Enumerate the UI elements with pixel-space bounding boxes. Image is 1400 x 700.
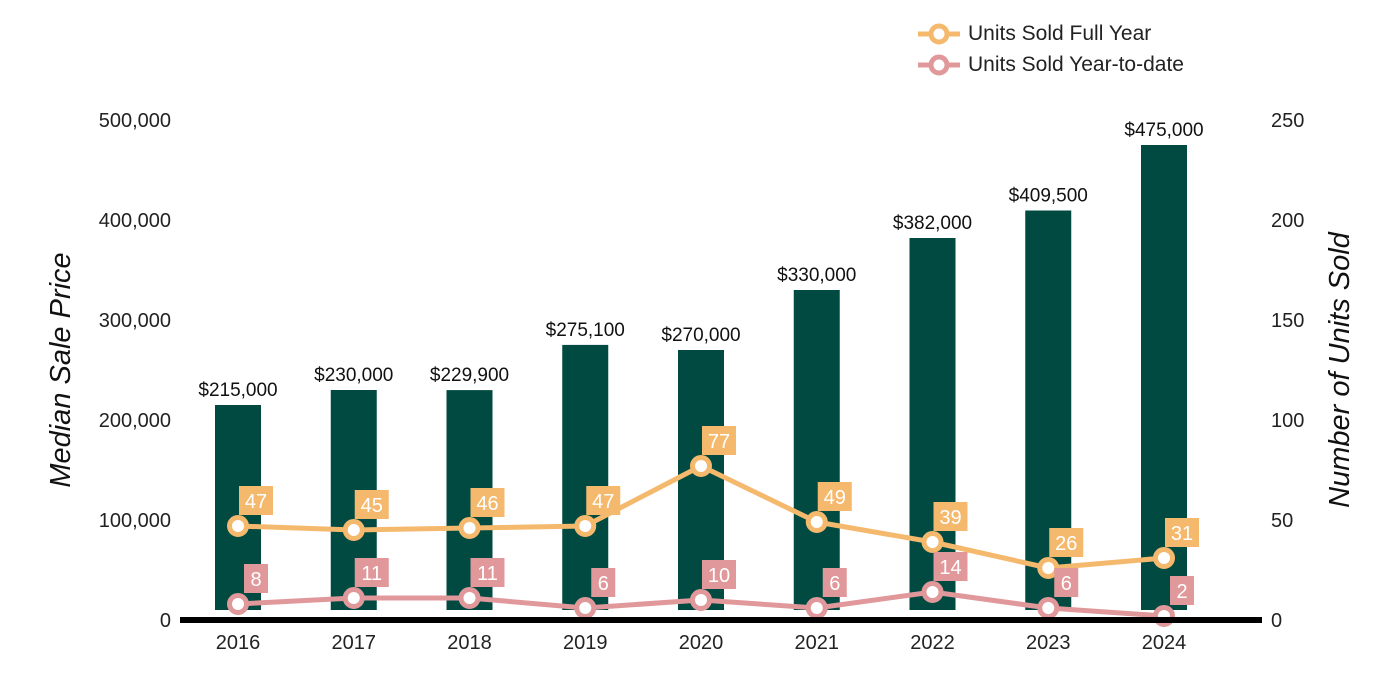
x-tick-2023: 2023 xyxy=(1026,632,1071,654)
x-tick-2017: 2017 xyxy=(332,632,377,654)
point-year-to-date-2020 xyxy=(690,589,712,611)
point-full-year-2019 xyxy=(574,515,597,537)
point-label-box-full-year-2020 xyxy=(702,426,736,455)
point-label-box-year-to-date-2024 xyxy=(1170,576,1194,605)
legend-item-year-to-date: Units Sold Year-to-date xyxy=(918,49,1184,80)
y-tick-4: 400,000 xyxy=(99,210,171,232)
point-year-to-date-2022 xyxy=(921,581,944,603)
ticks: 2016 2017 2018 2019 2020 2021 2022 2023 20240100… xyxy=(99,110,1305,654)
point-label-box-full-year-2024 xyxy=(1165,518,1199,547)
point-label-box-year-to-date-2020 xyxy=(702,560,736,589)
point-label-year-to-date-2017: 11 xyxy=(361,563,382,585)
point-full-year-2016 xyxy=(227,515,249,537)
point-full-year-2022 xyxy=(921,531,944,553)
point-label-box-full-year-2017 xyxy=(354,490,389,519)
x-tick-2016: 2016 xyxy=(216,632,261,654)
y2-tick-4: 200 xyxy=(1271,210,1304,232)
bar-label-2019: $275,100 xyxy=(546,320,625,341)
point-label-box-year-to-date-2016 xyxy=(244,564,268,593)
point-full-year-2023 xyxy=(1037,557,1060,579)
point-full-year-2018 xyxy=(458,517,481,539)
bar-label-2017: $230,000 xyxy=(314,365,393,386)
point-label-full-year-2024: 31 xyxy=(1171,523,1193,545)
y-tick-5: 500,000 xyxy=(99,110,171,132)
point-label-year-to-date-2021: 6 xyxy=(829,573,840,595)
point-year-to-date-2016 xyxy=(227,593,249,615)
y-tick-1: 100,000 xyxy=(99,510,171,532)
point-label-box-year-to-date-2023 xyxy=(1054,568,1079,597)
y2-tick-5: 250 xyxy=(1271,110,1304,132)
bar-label-2022: $382,000 xyxy=(893,213,972,234)
point-year-to-date-2018 xyxy=(458,587,481,609)
x-tick-2018: 2018 xyxy=(447,632,492,654)
legend-item-full-year: Units Sold Full Year xyxy=(918,18,1184,49)
point-full-year-2021 xyxy=(805,511,828,533)
point-label-year-to-date-2024: 2 xyxy=(1176,581,1187,603)
point-year-to-date-2019 xyxy=(574,597,597,619)
point-label-box-year-to-date-2021 xyxy=(822,568,847,597)
bar-2021 xyxy=(793,290,840,610)
point-label-full-year-2022: 39 xyxy=(939,507,961,529)
y2-axis-title: Number of Units Sold xyxy=(1324,231,1356,507)
point-year-to-date-2021 xyxy=(805,597,828,619)
point-full-year-2017 xyxy=(342,519,365,541)
point-year-to-date-2023 xyxy=(1037,597,1060,619)
point-label-full-year-2023: 26 xyxy=(1055,533,1077,555)
point-label-box-year-to-date-2022 xyxy=(933,552,968,581)
bar-label-2024: $475,000 xyxy=(1124,120,1203,141)
y2-tick-3: 150 xyxy=(1271,310,1304,332)
bar-2019 xyxy=(562,344,609,610)
point-label-box-full-year-2019 xyxy=(586,486,621,515)
y-tick-0: 0 xyxy=(160,610,171,632)
legend-label-full-year: Units Sold Full Year xyxy=(968,21,1152,45)
point-label-box-full-year-2016 xyxy=(239,486,273,515)
point-label-year-to-date-2018: 11 xyxy=(477,563,498,585)
point-label-box-year-to-date-2018 xyxy=(470,558,505,587)
point-label-year-to-date-2023: 6 xyxy=(1061,573,1072,595)
point-label-box-full-year-2023 xyxy=(1049,528,1084,557)
point-full-year-2020 xyxy=(690,455,712,477)
point-label-year-to-date-2022: 14 xyxy=(939,557,961,579)
legend-label-year-to-date: Units Sold Year-to-date xyxy=(968,52,1184,76)
x-tick-2019: 2019 xyxy=(563,632,608,654)
point-label-box-year-to-date-2017 xyxy=(354,558,389,587)
x-tick-2022: 2022 xyxy=(910,632,955,654)
y2-tick-1: 50 xyxy=(1271,510,1293,532)
point-label-full-year-2021: 49 xyxy=(824,487,846,509)
y2-tick-2: 100 xyxy=(1271,410,1304,432)
x-tick-2024: 2024 xyxy=(1142,632,1187,654)
point-year-to-date-2017 xyxy=(342,587,365,609)
bar-label-2020: $270,000 xyxy=(661,325,740,346)
point-label-year-to-date-2020: 10 xyxy=(708,565,730,587)
y-tick-3: 300,000 xyxy=(99,310,171,332)
x-tick-2020: 2020 xyxy=(679,632,724,654)
bar-label-2023: $409,500 xyxy=(1009,186,1088,207)
point-full-year-2024 xyxy=(1153,547,1175,569)
point-label-full-year-2018: 46 xyxy=(476,493,498,515)
legend-marker-full-year xyxy=(918,23,960,44)
point-label-year-to-date-2016: 8 xyxy=(250,569,261,591)
y-axis-title: Median Sale Price xyxy=(45,252,77,487)
legend: Units Sold Full Year Units Sold Year-to-… xyxy=(918,18,1184,80)
bar-label-2016: $215,000 xyxy=(198,380,277,401)
y-tick-2: 200,000 xyxy=(99,410,171,432)
point-label-box-full-year-2022 xyxy=(933,502,968,531)
bar-label-2021: $330,000 xyxy=(777,265,856,286)
point-label-box-full-year-2018 xyxy=(470,488,505,517)
point-label-full-year-2017: 45 xyxy=(361,495,383,517)
points: 47 45 46 47 77 49 39 26 31 8 11 11 6 10 6 14 6 2 xyxy=(227,426,1199,627)
point-label-full-year-2020: 77 xyxy=(708,431,730,453)
point-label-box-full-year-2021 xyxy=(817,482,852,511)
point-label-box-year-to-date-2019 xyxy=(591,568,616,597)
bar-label-2018: $229,900 xyxy=(430,365,509,386)
point-label-full-year-2019: 47 xyxy=(592,491,614,513)
x-tick-2021: 2021 xyxy=(795,632,840,654)
legend-marker-year-to-date xyxy=(918,54,960,75)
y2-tick-0: 0 xyxy=(1271,610,1282,632)
point-label-full-year-2016: 47 xyxy=(245,491,267,513)
point-label-year-to-date-2019: 6 xyxy=(598,573,609,595)
